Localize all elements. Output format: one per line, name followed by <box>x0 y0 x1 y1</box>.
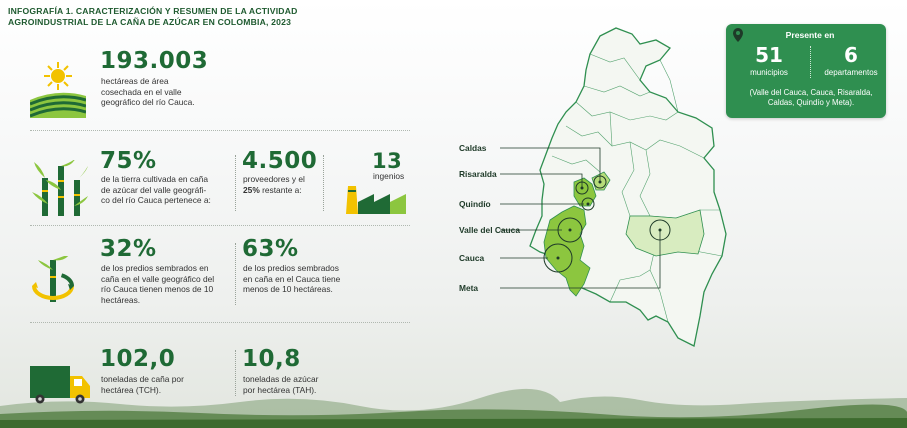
map-label-risaralda: Risaralda <box>459 169 497 179</box>
departments-list: (Valle del Cauca, Cauca, Risaralda, Cald… <box>749 88 873 107</box>
divider <box>810 46 811 78</box>
colombia-map <box>500 27 727 347</box>
suppliers-percent: 25% <box>243 184 260 195</box>
predios-valle-value: 32% <box>100 236 157 262</box>
sun-field-icon <box>30 62 86 118</box>
divider <box>235 350 236 396</box>
predios-cauca-value: 63% <box>242 236 299 262</box>
divider <box>30 130 410 131</box>
predios-cauca-description: de los predios sembrados en caña en el C… <box>243 263 341 295</box>
divider <box>235 155 236 211</box>
divider <box>323 155 324 211</box>
departments-value: 6 <box>844 43 858 67</box>
mills-value: 13 <box>372 149 403 173</box>
infographic-title: INFOGRAFÍA 1. CARACTERIZACIÓN Y RESUMEN … <box>8 6 298 27</box>
map-label-quindio: Quindío <box>459 199 491 209</box>
title-line-2: AGROINDUSTRIAL DE LA CAÑA DE AZÚCAR EN C… <box>8 16 292 27</box>
departments-label: departamentos <box>824 68 878 77</box>
suppliers-value: 4.500 <box>242 148 318 174</box>
map-label-cauca: Cauca <box>459 253 485 263</box>
location-pin-icon <box>733 28 743 42</box>
cane-cycle-icon <box>32 256 74 302</box>
presence-header: Presente en <box>785 30 835 40</box>
tch-description: toneladas de caña por hectárea (TCH). <box>101 374 184 395</box>
sugarcane-icon <box>32 160 88 216</box>
tah-description: toneladas de azúcar por hectárea (TAH). <box>243 374 319 395</box>
factory-icon <box>346 186 406 214</box>
tah-value: 10,8 <box>242 346 301 372</box>
presence-box: Presente en 51 municipios 6 departamento… <box>726 24 886 118</box>
divider <box>30 225 410 226</box>
title-line-1: INFOGRAFÍA 1. CARACTERIZACIÓN Y RESUMEN … <box>8 6 298 16</box>
municipalities-label: municipios <box>750 68 788 77</box>
truck-icon <box>30 366 90 404</box>
mills-label: ingenios <box>373 171 405 181</box>
predios-valle-description: de los predios sembrados en caña en el v… <box>101 263 215 305</box>
cultivated-description: de la tierra cultivada en caña de azúcar… <box>101 174 211 206</box>
divider <box>235 243 236 305</box>
municipalities-value: 51 <box>755 43 783 67</box>
area-value: 193.003 <box>100 48 209 74</box>
map-label-valle: Valle del Cauca <box>459 225 520 235</box>
suppliers-description: proveedores y el 25% restante a: <box>243 174 305 195</box>
map-label-caldas: Caldas <box>459 143 487 153</box>
landscape-background <box>0 388 907 428</box>
map-label-meta: Meta <box>459 283 479 293</box>
tch-value: 102,0 <box>100 346 176 372</box>
area-description: hectáreas de área cosechada en el valle … <box>101 76 195 108</box>
divider <box>30 322 410 323</box>
cultivated-value: 75% <box>100 148 157 174</box>
